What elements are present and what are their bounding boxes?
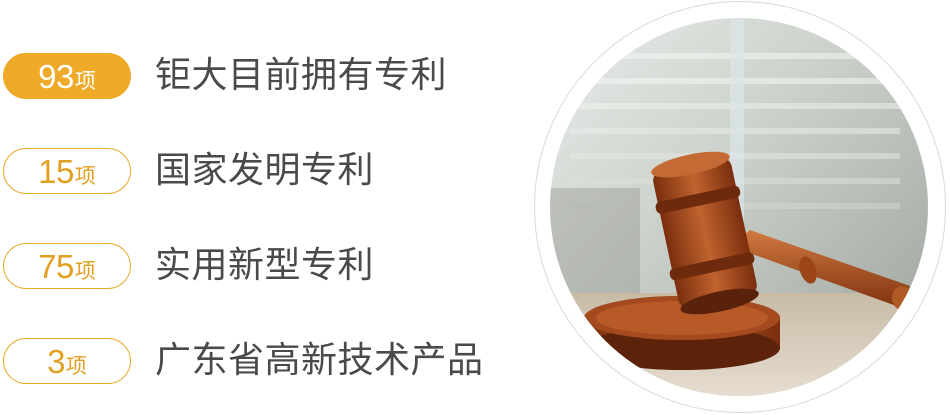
count-number: 3 xyxy=(47,343,65,380)
count-unit: 项 xyxy=(65,354,87,378)
count-badge: 15 项 xyxy=(3,148,131,194)
count-badge: 93 项 xyxy=(3,53,131,99)
stat-row-utility-patents: 75 项 实用新型专利 xyxy=(3,242,374,290)
count-unit: 项 xyxy=(74,164,96,188)
count-badge: 75 项 xyxy=(3,243,131,289)
stat-row-total-patents: 93 项 钜大目前拥有专利 xyxy=(3,52,447,100)
count-unit: 项 xyxy=(74,69,96,93)
gavel-photo xyxy=(550,18,928,396)
stat-label: 钜大目前拥有专利 xyxy=(155,55,448,96)
stat-label: 广东省高新技术产品 xyxy=(155,340,484,381)
count-number: 93 xyxy=(38,58,74,95)
stat-row-invention-patents: 15 项 国家发明专利 xyxy=(3,147,374,195)
count-number: 15 xyxy=(38,153,74,190)
count-number: 75 xyxy=(38,248,74,285)
stat-label: 国家发明专利 xyxy=(155,150,375,191)
stat-label: 实用新型专利 xyxy=(155,245,375,286)
count-unit: 项 xyxy=(74,259,96,283)
